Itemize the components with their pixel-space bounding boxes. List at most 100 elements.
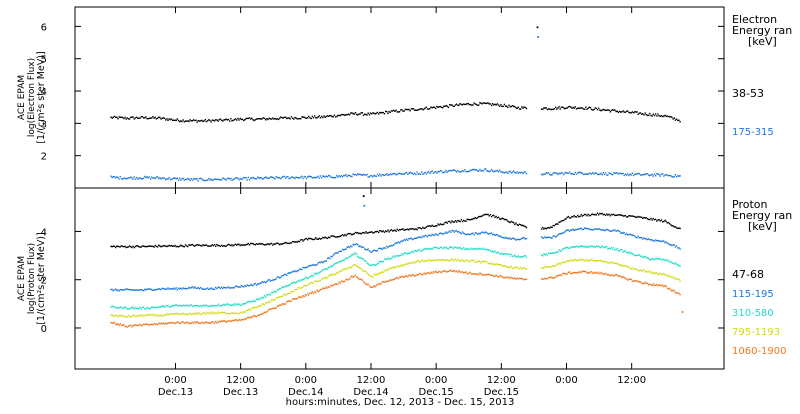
data-point <box>620 248 622 251</box>
data-point <box>506 219 508 221</box>
data-point <box>582 214 585 217</box>
data-point <box>152 177 154 179</box>
data-point <box>604 109 607 111</box>
data-point <box>127 314 130 317</box>
data-point <box>365 283 367 285</box>
data-point <box>624 233 627 236</box>
data-point <box>652 113 654 115</box>
data-point <box>259 314 261 316</box>
data-point <box>348 246 351 249</box>
data-point <box>148 117 151 119</box>
data-point <box>667 275 670 277</box>
data-point <box>152 289 154 291</box>
data-point <box>355 276 358 278</box>
data-point <box>451 270 453 272</box>
data-point <box>451 104 453 106</box>
data-point <box>317 280 319 282</box>
data-point <box>324 176 326 178</box>
data-point <box>126 308 128 310</box>
data-point <box>236 312 238 314</box>
data-point <box>574 259 576 261</box>
data-point <box>334 236 337 238</box>
data-point <box>212 304 215 307</box>
data-point <box>661 273 664 275</box>
data-point <box>189 244 191 246</box>
data-point <box>657 173 659 175</box>
data-point <box>229 178 231 180</box>
data-point <box>386 173 388 175</box>
data-point <box>515 267 517 269</box>
data-point <box>340 250 343 252</box>
data-point <box>614 214 616 217</box>
data-point <box>613 229 615 231</box>
data-point <box>552 172 554 174</box>
data-point <box>350 245 352 247</box>
data-point <box>545 172 547 174</box>
data-point <box>431 224 433 227</box>
data-point <box>410 262 412 264</box>
data-point <box>336 272 338 274</box>
data-point <box>664 273 666 276</box>
data-point <box>213 288 216 291</box>
data-point <box>594 228 596 230</box>
data-point <box>121 116 124 119</box>
data-point <box>252 242 254 245</box>
data-point <box>326 176 329 178</box>
data-point <box>554 106 557 108</box>
data-point <box>552 277 554 279</box>
data-point <box>381 260 383 263</box>
data-point <box>359 245 361 247</box>
data-point <box>653 240 656 242</box>
data-point <box>138 315 140 317</box>
data-point <box>361 174 364 176</box>
data-point <box>414 228 416 231</box>
data-point <box>304 175 307 178</box>
data-point <box>340 234 343 237</box>
data-point <box>211 305 213 307</box>
data-point <box>279 243 281 246</box>
data-point <box>450 231 452 233</box>
data-point <box>113 315 116 317</box>
data-point <box>365 248 367 251</box>
data-point <box>659 284 661 286</box>
data-point <box>617 249 620 252</box>
data-point <box>396 255 398 257</box>
data-point <box>218 286 220 289</box>
data-point <box>492 262 494 265</box>
data-point <box>162 322 165 324</box>
data-point <box>590 245 593 248</box>
data-point <box>650 284 652 286</box>
data-point <box>128 118 131 120</box>
data-point <box>191 305 194 307</box>
data-point <box>488 273 490 275</box>
data-point <box>499 169 501 172</box>
data-point <box>563 107 565 109</box>
data-point <box>360 257 362 259</box>
data-point <box>398 276 401 278</box>
data-point <box>437 106 439 108</box>
data-point <box>369 264 372 267</box>
data-point <box>256 299 259 301</box>
data-point <box>236 177 238 179</box>
data-point <box>408 108 410 111</box>
data-point <box>445 169 447 172</box>
data-point <box>276 242 279 244</box>
data-point <box>391 230 394 232</box>
data-point <box>395 109 397 111</box>
data-point <box>490 232 493 234</box>
data-point <box>128 315 131 318</box>
data-point <box>567 172 570 175</box>
data-point <box>357 255 359 258</box>
data-point <box>225 245 227 247</box>
data-point <box>296 176 298 179</box>
data-point <box>679 227 681 230</box>
data-point <box>119 315 121 317</box>
data-point <box>550 276 552 278</box>
data-point <box>438 247 440 250</box>
data-point <box>233 244 236 246</box>
data-point <box>359 278 361 281</box>
data-point <box>148 313 151 316</box>
data-point <box>411 262 414 264</box>
data-point <box>341 259 344 261</box>
data-point <box>552 224 554 227</box>
